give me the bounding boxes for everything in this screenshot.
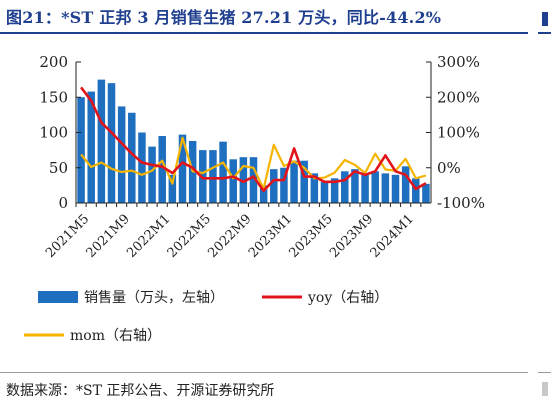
bar-2021M7	[97, 79, 106, 203]
legend: 销售量（万头，左轴） yoy（右轴） mom（右轴）	[24, 290, 388, 344]
x-tick-label: 2023M9	[327, 212, 376, 261]
bar-2023M7	[341, 171, 349, 203]
bar-2021M5	[77, 97, 85, 203]
bar-2024M3	[422, 183, 430, 203]
legend-yoy-label: yoy（右轴）	[307, 290, 388, 306]
left-tick-label: 0	[58, 194, 68, 212]
bar-2023M3	[300, 160, 308, 203]
x-tick-label: 2023M1	[246, 212, 295, 261]
x-tick-label: 2022M5	[165, 212, 214, 261]
right-tick-label: 200%	[437, 88, 480, 106]
title-underline	[0, 32, 528, 34]
bar-2022M11	[259, 185, 268, 203]
x-tick-label: 2021M9	[84, 212, 133, 261]
x-tick-label: 2022M9	[205, 212, 254, 261]
bars-layer	[77, 79, 430, 203]
left-tick-label: 200	[39, 53, 68, 71]
bar-2022M10	[249, 157, 258, 203]
bar-2022M8	[229, 159, 237, 203]
lines-layer	[80, 86, 427, 192]
adjacent-figure-edge	[538, 0, 551, 405]
right-tick-label: 0%	[437, 159, 461, 177]
bar-2021M8	[107, 83, 116, 203]
bar-2023M1	[280, 167, 288, 203]
mom-line	[80, 136, 427, 190]
x-tick-label: 2022M1	[124, 212, 173, 261]
axes-layer: 050100150200-100%0%100%200%300%2021M5202…	[39, 53, 485, 261]
bar-2022M3	[178, 134, 187, 203]
yoy-line	[80, 86, 427, 192]
right-tick-label: -100%	[437, 194, 485, 212]
bar-2023M4	[310, 173, 319, 203]
bar-2021M6	[87, 91, 95, 203]
sales-yoy-mom-chart: 050100150200-100%0%100%200%300%2021M5202…	[24, 53, 485, 344]
figure-title: 图21：*ST 正邦 3 月销售生猪 27.21 万头，同比-44.2%	[6, 8, 442, 27]
source-note: 数据来源：*ST 正邦公告、开源证券研究所	[6, 383, 275, 399]
right-tick-label: 100%	[437, 124, 480, 142]
bar-2023M12	[391, 174, 400, 203]
bar-2022M6	[209, 150, 217, 203]
legend-mom-label: mom（右轴）	[70, 328, 161, 344]
left-tick-label: 50	[49, 159, 68, 177]
bar-2022M2	[168, 174, 177, 203]
bar-2024M2	[412, 178, 420, 203]
source-divider	[0, 372, 528, 373]
bar-2022M12	[270, 169, 278, 203]
bar-2021M10	[128, 112, 136, 203]
bar-2021M11	[138, 132, 146, 203]
bar-2024M1	[401, 166, 410, 203]
bar-2023M11	[381, 173, 390, 203]
bar-2023M9	[361, 174, 369, 203]
bar-2022M9	[239, 157, 248, 203]
legend-bar-swatch	[38, 291, 78, 303]
bar-2023M8	[351, 169, 359, 203]
x-tick-label: 2023M5	[286, 212, 335, 261]
right-tick-label: 300%	[437, 53, 480, 71]
legend-bar-label: 销售量（万头，左轴）	[84, 290, 224, 306]
bar-2023M5	[320, 181, 329, 203]
bar-2021M12	[148, 146, 156, 203]
bar-2023M2	[290, 160, 298, 203]
x-tick-label: 2021M5	[43, 212, 92, 261]
bar-2022M7	[219, 141, 227, 203]
bar-2023M6	[330, 178, 339, 203]
bar-2021M9	[117, 106, 126, 203]
x-tick-label: 2024M1	[368, 212, 417, 261]
bar-2022M1	[158, 136, 166, 203]
left-tick-label: 150	[39, 88, 68, 106]
left-tick-label: 100	[39, 124, 68, 142]
bar-2023M10	[371, 171, 379, 203]
